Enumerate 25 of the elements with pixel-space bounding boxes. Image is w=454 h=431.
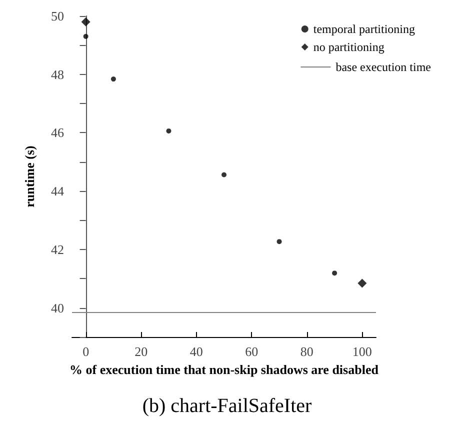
point (222, 172, 226, 178)
x-tick-label: 60 (245, 344, 258, 359)
point (358, 278, 367, 288)
text: (b) chart-FailSafeIter (142, 395, 312, 417)
legend-label: temporal partitioning (313, 22, 416, 36)
y-tick-label: 46 (51, 125, 64, 140)
x-tick-label: 0 (82, 344, 90, 359)
y-tick-label: 44 (51, 184, 64, 199)
x-tick-label: 40 (190, 344, 203, 359)
y-tick-label: 42 (51, 242, 64, 257)
x-tick-label: 20 (134, 344, 148, 359)
y-tick-label: 48 (51, 66, 64, 82)
point (332, 270, 338, 276)
legend-label: base execution time (336, 60, 431, 74)
x-axis-title: % of execution time that non-skip shadows are disabled (70, 362, 380, 377)
x-tick-label: 100 (352, 344, 372, 359)
point (110, 76, 116, 82)
point (83, 34, 88, 39)
x-tick-label: 80 (300, 344, 314, 359)
point (166, 128, 172, 134)
y-tick-label: 50 (51, 8, 64, 24)
y-axis-title: runtime (s) (22, 146, 37, 208)
legend-label: no partitioning (313, 40, 384, 54)
y-tick-label: 40 (51, 300, 64, 316)
point (276, 239, 282, 244)
